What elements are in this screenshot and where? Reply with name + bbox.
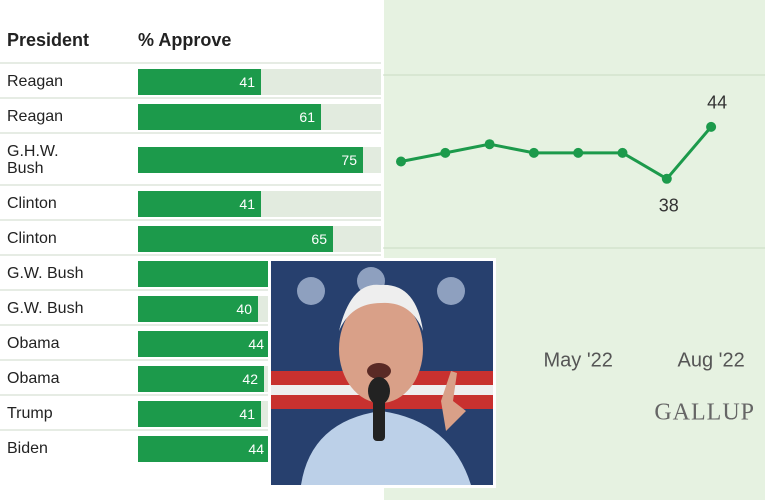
value-label: 41: [239, 195, 255, 212]
value-label: 40: [236, 300, 252, 317]
bar: [138, 400, 261, 427]
point: [528, 147, 539, 158]
value-label: 41: [239, 73, 255, 90]
bar: [138, 225, 333, 252]
value-label: 44: [707, 93, 727, 113]
bar: [138, 68, 261, 95]
point: [396, 156, 406, 167]
president-name: Trump: [7, 405, 53, 422]
approval-table: President % Approve Reagan 41 Reagan 61 G.H.…: [0, 0, 383, 500]
table-row: Obama 44: [0, 324, 381, 361]
president-name: Clinton: [7, 195, 57, 212]
table-row: G.H.W. Bush 75: [0, 132, 381, 186]
point: [484, 139, 495, 150]
president-name: G.W. Bush: [7, 265, 84, 282]
table-row: Biden 44: [0, 429, 381, 466]
value-label: 38: [659, 196, 679, 216]
table-row: Reagan 41: [0, 62, 381, 99]
x-tick-label: Aug '22: [677, 349, 744, 371]
logo: GALLUP: [654, 400, 755, 426]
value-label: 44: [248, 335, 264, 352]
column-header: % Approve: [138, 30, 232, 50]
value-label: 42: [242, 370, 258, 387]
bar: [138, 147, 363, 173]
president-name: G.W. Bush: [7, 300, 84, 317]
point: [706, 121, 717, 132]
point: [617, 147, 628, 158]
bar: [138, 330, 270, 357]
value-label: 41: [239, 405, 255, 422]
bar: [138, 103, 321, 130]
table-row: Reagan 61: [0, 97, 381, 134]
column-header: President: [7, 30, 90, 50]
president-name: Reagan: [7, 108, 64, 125]
value-label: 75: [341, 152, 357, 168]
point: [440, 147, 451, 158]
president-name: Reagan: [7, 73, 64, 90]
president-name: Clinton: [7, 230, 57, 247]
table-row: Clinton 65: [0, 219, 381, 256]
bar: [138, 295, 258, 322]
president-name: Obama: [7, 370, 60, 387]
value-label: 44: [248, 440, 264, 457]
x-tick-label: May '22: [543, 349, 612, 371]
value-label: 65: [311, 230, 327, 247]
president-name: Obama: [7, 335, 60, 352]
value-label: 61: [299, 108, 315, 125]
point: [573, 147, 584, 158]
president-name: Biden: [7, 440, 48, 457]
line: [400, 125, 713, 181]
bar: [138, 435, 270, 462]
table-row: Clinton 41: [0, 184, 381, 221]
point: [661, 173, 672, 184]
president-name: G.H.W. Bush: [7, 143, 59, 177]
photo: [268, 258, 496, 488]
bar: [138, 365, 264, 392]
bar: [138, 190, 261, 217]
